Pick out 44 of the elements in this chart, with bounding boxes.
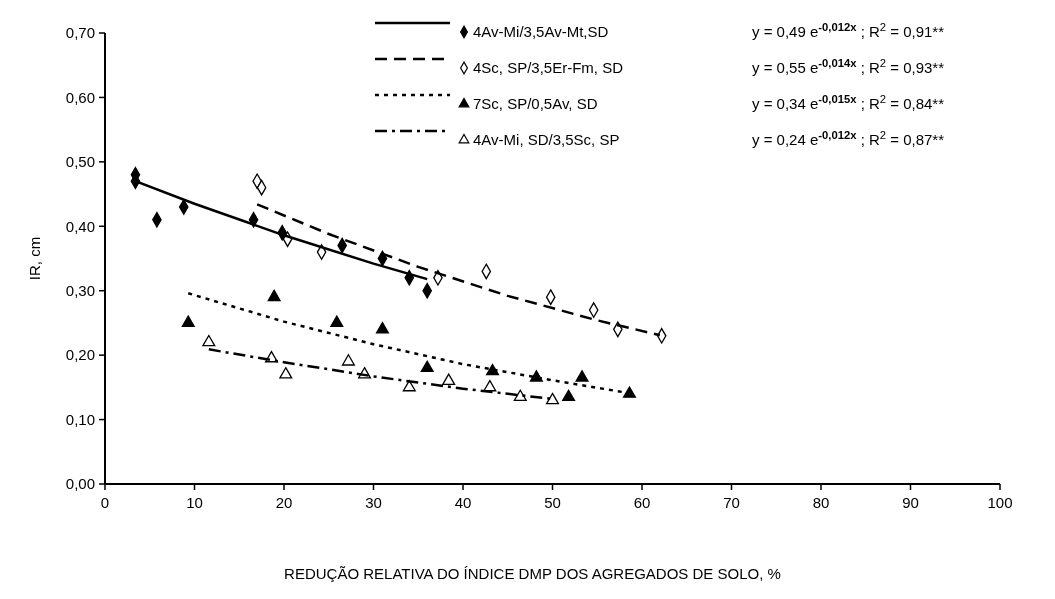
x-tick-label: 0 — [100, 494, 110, 511]
y-tick-label: 0,50 — [65, 153, 95, 171]
point — [330, 315, 344, 327]
y-tick-label: 0,40 — [65, 217, 95, 235]
point — [513, 389, 527, 402]
point — [267, 289, 281, 302]
point — [202, 334, 216, 347]
x-tick-label: 80 — [812, 494, 830, 511]
legend-label: 4Sc, SP/3,5Er-Fm, SD — [473, 59, 624, 76]
y-tick-label: 0,60 — [65, 88, 95, 106]
annotation: y = 0,55 e$^{-0,014x}$ ; R$^{2}$ = 0,93** — [752, 57, 945, 76]
point — [420, 360, 434, 373]
y-tick-label: 0,00 — [65, 475, 95, 493]
x-tick-label: 90 — [902, 494, 919, 511]
point — [375, 321, 389, 334]
legend-label: 4Av-Mi/3,5Av-Mt,SD — [473, 23, 609, 40]
annotation: y = 0,34 e$^{-0,015x}$ ; R$^{2}$ = 0,84** — [752, 93, 945, 112]
x-tick-label: 10 — [186, 494, 203, 511]
point — [181, 315, 195, 327]
point — [341, 354, 355, 366]
y-axis-title: IR, cm — [26, 236, 43, 281]
x-tick-label: 30 — [365, 494, 382, 511]
y-tick-label: 0,20 — [65, 346, 95, 364]
x-tick-label: 20 — [275, 494, 293, 511]
point — [545, 392, 560, 405]
y-tick-label: 0,70 — [65, 24, 95, 42]
point — [279, 367, 293, 379]
point — [575, 370, 589, 382]
x-tick-label: 100 — [987, 494, 1013, 511]
x-tick-label: 50 — [544, 494, 561, 511]
point — [529, 370, 543, 382]
point — [622, 386, 637, 398]
annotation: y = 0,49 e$^{-0,012x}$ ; R$^{2}$ = 0,91** — [752, 21, 945, 40]
annotation: y = 0,24 e$^{-0,012x}$ ; R$^{2}$ = 0,87** — [752, 129, 945, 148]
legend-label: 4Av-Mi, SD/3,5Sc, SP — [473, 131, 620, 148]
point — [562, 389, 576, 402]
point — [442, 373, 456, 385]
x-tick-label: 70 — [723, 494, 740, 511]
legend-label: 7Sc, SP/0,5Av, SD — [473, 95, 598, 112]
y-tick-label: 0,10 — [65, 410, 95, 428]
y-tick-label: 0,30 — [65, 281, 95, 299]
x-tick-label: 40 — [454, 494, 472, 511]
x-axis-title: REDUÇÃO RELATIVA DO ÍNDICE DMP DOS AGREGADOS DE SOLO, % — [284, 565, 781, 582]
x-tick-label: 60 — [633, 494, 651, 511]
